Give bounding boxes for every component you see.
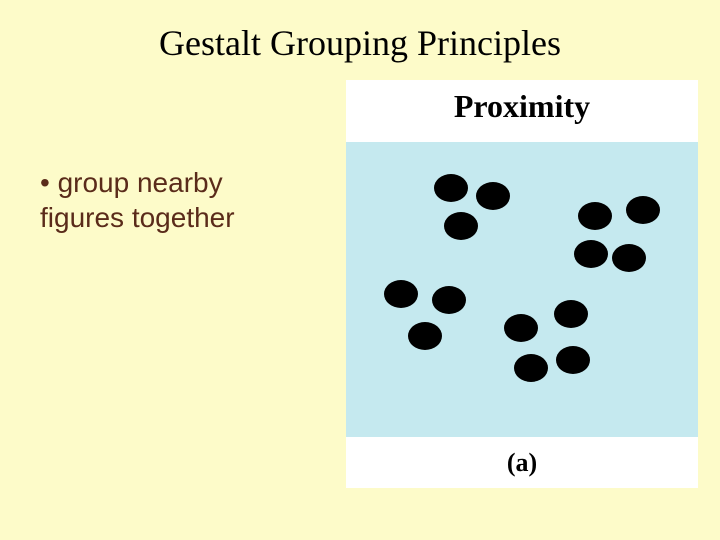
proximity-dot xyxy=(432,286,466,314)
figure-panel: Proximity (a) xyxy=(346,80,698,488)
figure-caption: (a) xyxy=(346,448,698,478)
proximity-dot xyxy=(408,322,442,350)
proximity-dot xyxy=(384,280,418,308)
proximity-dot xyxy=(444,212,478,240)
proximity-dot xyxy=(554,300,588,328)
figure-blue-region xyxy=(346,142,698,437)
proximity-dot xyxy=(578,202,612,230)
bullet-text: • group nearby figures together xyxy=(40,165,300,235)
proximity-dot xyxy=(574,240,608,268)
proximity-dot xyxy=(504,314,538,342)
slide-title: Gestalt Grouping Principles xyxy=(0,22,720,64)
proximity-dot xyxy=(556,346,590,374)
figure-title: Proximity xyxy=(346,88,698,125)
proximity-dot xyxy=(476,182,510,210)
proximity-dot xyxy=(434,174,468,202)
proximity-dot xyxy=(514,354,548,382)
proximity-dot xyxy=(626,196,660,224)
proximity-dot xyxy=(612,244,646,272)
